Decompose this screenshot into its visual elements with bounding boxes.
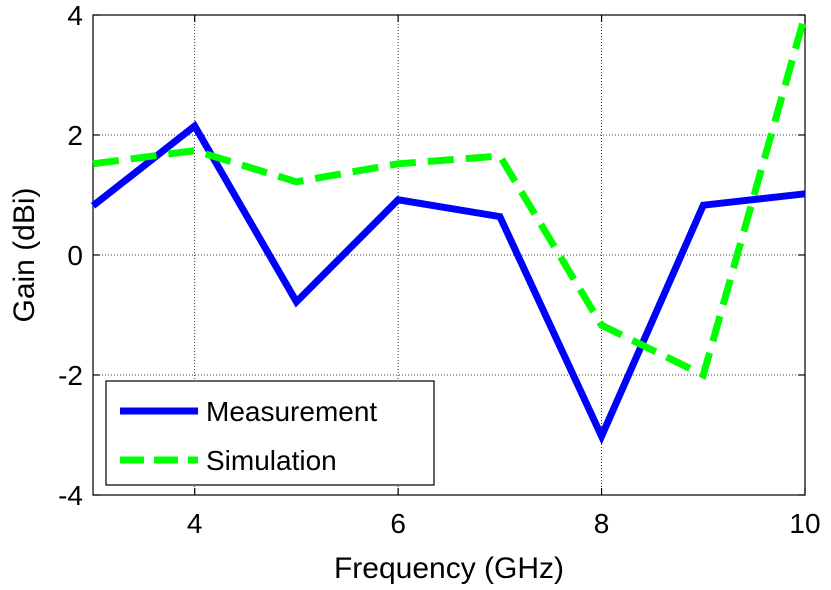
tick-layer: 4 6 8 10 -4 -2 0 2 4: [58, 0, 820, 539]
x-tick-label: 8: [594, 508, 610, 539]
y-tick-label: -2: [58, 360, 83, 391]
x-axis-title: Frequency (GHz): [334, 552, 564, 585]
legend-box: [105, 380, 435, 486]
y-tick-label: 4: [67, 0, 83, 31]
legend-label-simulation: Simulation: [206, 445, 337, 476]
y-tick-label: 0: [67, 240, 83, 271]
series-layer: [90, 14, 809, 445]
x-tick-label: 6: [390, 508, 406, 539]
y-axis-title: Gain (dBi): [8, 187, 41, 322]
y-tick-label: -4: [58, 480, 83, 511]
y-tick-label: 2: [67, 120, 83, 151]
x-tick-label: 10: [789, 508, 820, 539]
x-tick-label: 4: [187, 508, 203, 539]
legend: Measurement Simulation: [105, 380, 435, 486]
legend-label-measurement: Measurement: [206, 396, 377, 427]
series-line-simulation: [92, 14, 809, 380]
